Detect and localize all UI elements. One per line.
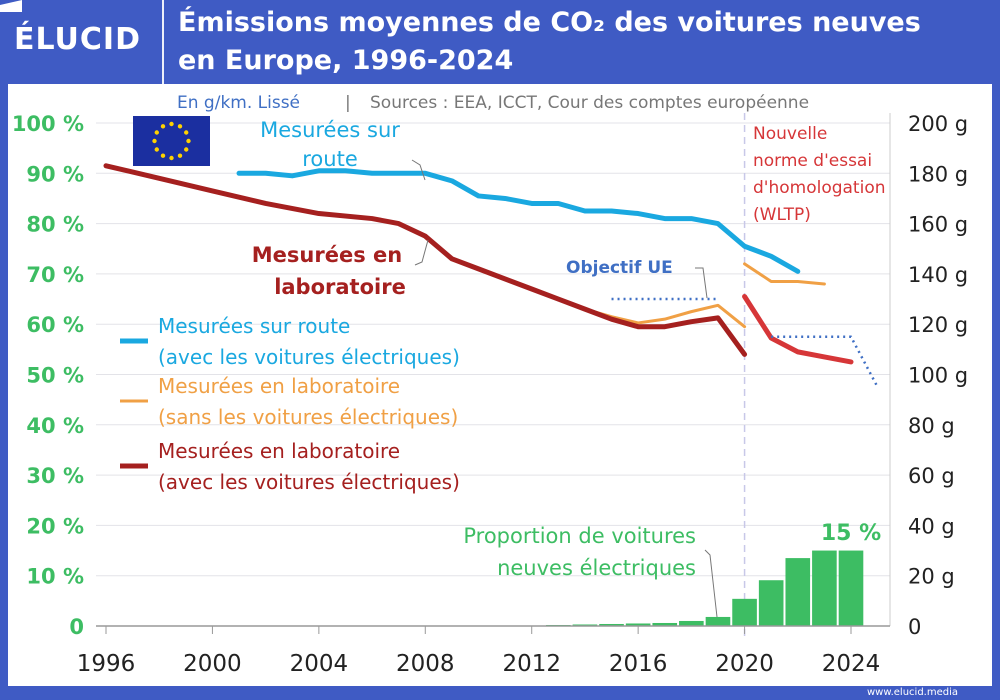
- ev-bars: [466, 550, 864, 626]
- x-tick-label: 2004: [290, 651, 349, 677]
- eu-star: [184, 147, 189, 152]
- y-left-tick-label: 60 %: [26, 313, 84, 337]
- y-left-tick-label: 70 %: [26, 263, 84, 287]
- elucid-flag-icon: [0, 0, 22, 12]
- annotation-lab: Mesurées en laboratoire: [252, 243, 406, 299]
- y-right-tick-label: 140 g: [908, 263, 968, 287]
- eu-star: [160, 153, 166, 158]
- y-left-tick-label: 20 %: [26, 514, 84, 538]
- road-leader-line: [411, 159, 426, 181]
- y-right-tick-label: 100 g: [908, 364, 968, 388]
- ev-bar-2014: [572, 624, 598, 626]
- eu-star: [160, 124, 166, 129]
- series-line-5: [771, 335, 879, 388]
- ev-bar-2018: [679, 620, 704, 626]
- lab-leader-line: [414, 239, 429, 266]
- annotation-objective: Objectif UE: [566, 258, 673, 278]
- title-line-1: Émissions moyennes de CO₂ des voitures n…: [178, 7, 921, 38]
- legend-item-road: Mesurées sur route (avec les voitures éle…: [120, 314, 460, 369]
- eu-star: [169, 155, 174, 161]
- y-right-tick-label: 180 g: [908, 162, 968, 186]
- eu-star: [184, 130, 189, 135]
- legend-item-lab-no-ev: Mesurées en laboratoire (sans les voiture…: [120, 374, 458, 429]
- header-divider: [162, 0, 164, 84]
- footer-url[interactable]: www.elucid.media: [866, 687, 958, 698]
- ev-last-value-label: 15 %: [821, 521, 881, 546]
- subtitle-sources: Sources : EEA, ICCT, Cour des comptes eu…: [370, 93, 809, 113]
- eu-star: [177, 153, 183, 158]
- ev-bar-2022: [785, 558, 811, 626]
- eu-star: [154, 130, 159, 135]
- chart-title: Émissions moyennes de CO₂ des voitures n…: [178, 4, 988, 80]
- y-right-tick-label: 40 g: [908, 514, 955, 538]
- x-tick-label: 1996: [77, 651, 136, 677]
- y-right-tick-label: 0: [908, 615, 921, 639]
- ev-bar-2019: [705, 616, 731, 626]
- series-line-4: [742, 294, 854, 365]
- legend: Mesurées sur route (avec les voitures éle…: [120, 314, 460, 494]
- annotation-wltp: Nouvelle norme d'essai d'homologation (WLTP…: [753, 124, 886, 225]
- y-left-tick-label: 50 %: [26, 364, 84, 388]
- objective-leader-line: [695, 267, 708, 299]
- y-left-tick-label: 90 %: [26, 162, 84, 186]
- y-left-tick-label: 0: [69, 615, 84, 639]
- eu-star: [169, 121, 174, 127]
- series-lines: [103, 163, 879, 388]
- ev-bar-2021: [758, 580, 784, 626]
- eu-star: [152, 138, 157, 144]
- series-line-1: [556, 297, 747, 329]
- y-right-tick-label: 60 g: [908, 464, 955, 488]
- eu-star: [186, 138, 191, 144]
- svg-text:Mesurées sur route(avec les vo: Mesurées sur route (avec les voitures éle…: [158, 314, 460, 369]
- y-right-tick-label: 200 g: [908, 112, 968, 136]
- y-right-tick-label: 20 g: [908, 565, 955, 589]
- ev-bar-2024: [838, 550, 864, 626]
- legend-item-lab-ev: Mesurées en laboratoire (avec les voiture…: [120, 439, 460, 494]
- ev-bar-2017: [652, 622, 678, 626]
- y-left-tick-label: 30 %: [26, 464, 84, 488]
- y-left-tick-label: 10 %: [26, 565, 84, 589]
- series-line-3: [103, 163, 748, 357]
- ev-bar-2020: [732, 598, 757, 626]
- series-line-0: [236, 168, 801, 274]
- eu-flag-icon: [133, 116, 210, 166]
- x-tick-label: 2020: [715, 651, 774, 677]
- subtitle-unit: En g/km. Lissé: [177, 93, 300, 113]
- header: ÉLUCID Émissions moyennes de CO₂ des voi…: [0, 0, 1000, 84]
- ev-bar-2016: [625, 623, 651, 626]
- title-line-2: en Europe, 1996-2024: [178, 45, 514, 76]
- subtitle-separator: |: [345, 93, 351, 113]
- x-tick-label: 2012: [502, 651, 561, 677]
- x-tick-label: 2000: [183, 651, 242, 677]
- annotation-road: Mesurées sur route: [260, 118, 400, 171]
- x-tick-label: 2024: [822, 651, 881, 677]
- y-right-tick-label: 160 g: [908, 213, 968, 237]
- svg-text:Mesurées en laboratoire(avec l: Mesurées en laboratoire (avec les voiture…: [158, 439, 460, 494]
- y-left-tick-label: 80 %: [26, 213, 84, 237]
- ev-bar-2023: [812, 550, 837, 626]
- y-left-tick-label: 40 %: [26, 414, 84, 438]
- y-right-tick-label: 80 g: [908, 414, 955, 438]
- svg-text:Mesurées en laboratoire(sans l: Mesurées en laboratoire (sans les voiture…: [158, 374, 458, 429]
- x-tick-label: 2016: [609, 651, 668, 677]
- x-tick-label: 2008: [396, 651, 455, 677]
- eu-star: [177, 124, 183, 129]
- y-left-tick-label: 100 %: [12, 112, 84, 136]
- eu-star: [154, 147, 159, 152]
- ev-bar-2015: [599, 623, 624, 626]
- elucid-logo: ÉLUCID: [14, 22, 141, 57]
- ev-leader-line: [704, 549, 718, 618]
- y-right-tick-label: 120 g: [908, 313, 968, 337]
- annotation-ev-share: Proportion de voitures neuves électriques: [463, 524, 696, 580]
- series-line-2: [743, 262, 826, 286]
- axes: 0 0 10 % 20 g 20 % 40 g 30 % 60 g 40 % 80 g 50 % 10…: [12, 112, 968, 677]
